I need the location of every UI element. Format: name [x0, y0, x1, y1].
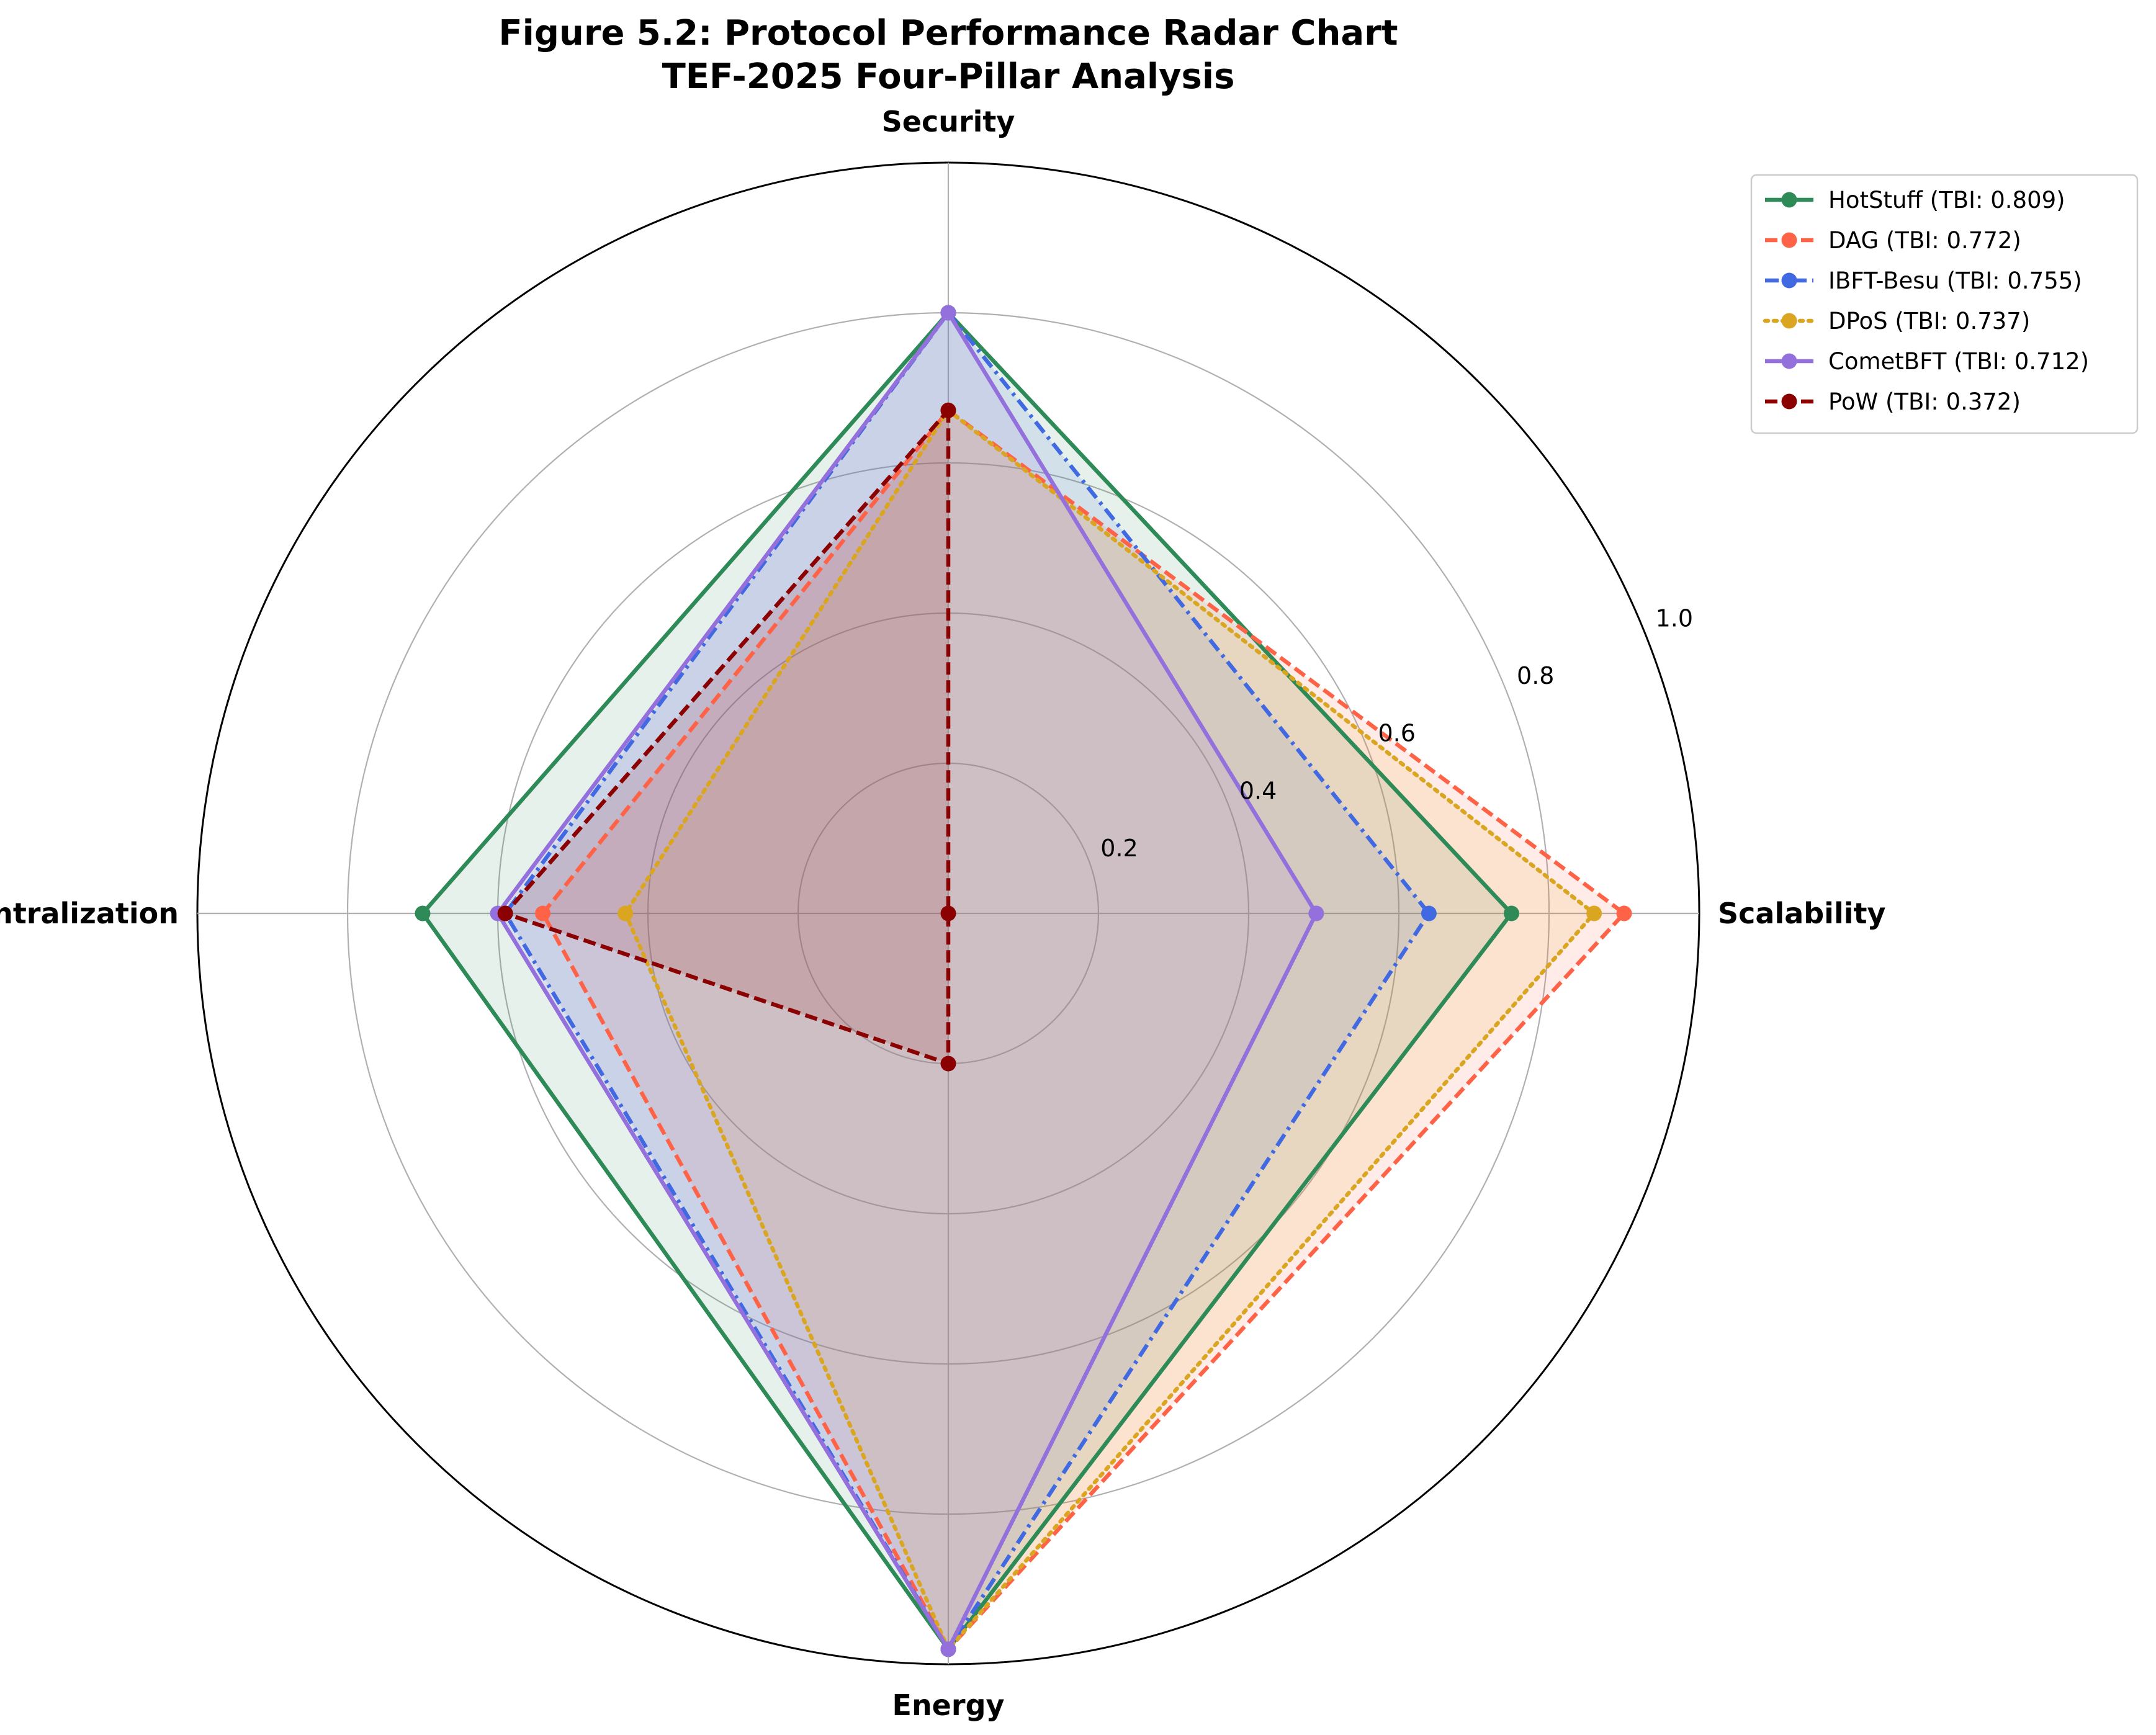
series-fill — [505, 410, 948, 1064]
legend-box — [1750, 174, 2139, 434]
data-point — [940, 305, 956, 321]
data-point — [940, 1641, 956, 1657]
legend-label: DAG (TBI: 0.772) — [1828, 227, 2021, 254]
legend: HotStuff (TBI: 0.809) DAG (TBI: 0.772) IBF… — [1750, 174, 2139, 434]
legend-label: PoW (TBI: 0.372) — [1828, 388, 2021, 415]
legend-label: DPoS (TBI: 0.737) — [1828, 308, 2030, 334]
chart-subtitle: TEF-2025 Four-Pillar Analysis — [662, 56, 1235, 97]
data-point — [535, 905, 551, 921]
series-fill — [625, 410, 1594, 1649]
data-point — [1308, 905, 1324, 921]
legend-marker — [1781, 192, 1797, 208]
data-point — [1504, 905, 1519, 921]
r-tick-label: 0.6 — [1378, 720, 1415, 747]
legend-label: CometBFT (TBI: 0.712) — [1828, 348, 2089, 375]
legend-label: IBFT-Besu (TBI: 0.755) — [1828, 267, 2082, 294]
radar-labels: 0.2 0.4 0.6 0.8 1.0 Security Scalability Energy… — [0, 105, 1885, 1722]
radar-series — [415, 305, 1632, 1657]
r-tick-label: 0.4 — [1239, 777, 1277, 804]
axis-label-decentralization: Decentralization — [0, 897, 179, 930]
r-tick-label: 0.2 — [1100, 835, 1138, 862]
data-point — [940, 1056, 956, 1072]
data-point — [1616, 905, 1632, 921]
legend-marker — [1781, 232, 1797, 248]
legend-label: HotStuff (TBI: 0.809) — [1828, 187, 2065, 213]
data-point — [1586, 905, 1602, 921]
data-point — [415, 905, 431, 921]
data-point — [497, 905, 513, 921]
series-fill — [423, 313, 1512, 1649]
axis-label-security: Security — [882, 105, 1015, 138]
axis-label-energy: Energy — [892, 1688, 1005, 1722]
legend-marker — [1781, 393, 1797, 410]
legend-marker — [1781, 272, 1797, 289]
data-point — [940, 402, 956, 418]
legend-marker — [1781, 353, 1797, 369]
series-fill — [505, 313, 1429, 1649]
r-tick-label: 1.0 — [1656, 604, 1693, 632]
data-point — [940, 905, 956, 921]
series-fill — [498, 313, 1316, 1649]
data-point — [618, 905, 634, 921]
axis-label-scalability: Scalability — [1718, 897, 1885, 930]
chart-title: Figure 5.2: Protocol Performance Radar C… — [498, 13, 1398, 53]
data-point — [1421, 905, 1437, 921]
r-tick-label: 0.8 — [1517, 662, 1554, 689]
legend-marker — [1781, 313, 1797, 329]
